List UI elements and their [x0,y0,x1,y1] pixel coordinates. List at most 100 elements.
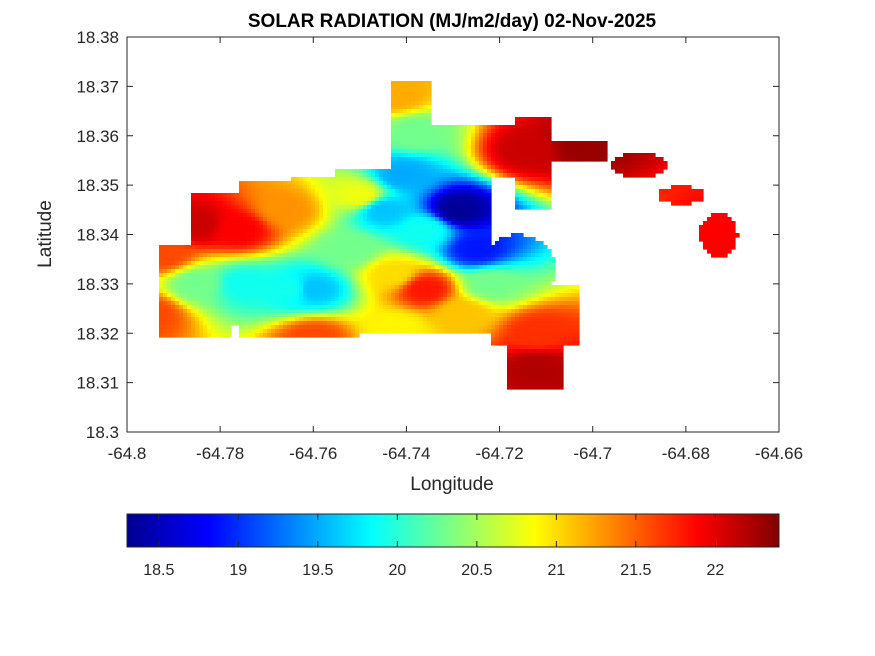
field-cell [427,137,432,142]
field-cell [531,173,536,178]
field-cell [459,133,464,138]
field-cell [247,193,252,198]
field-cell [559,365,564,370]
field-cell [515,305,520,310]
field-cell [403,161,408,166]
field-cell [711,229,716,234]
field-cell [447,277,452,282]
field-cell [483,237,488,242]
field-cell [335,229,340,234]
field-cell [347,285,352,290]
field-cell [399,317,404,322]
field-cell [411,269,416,274]
field-cell [419,217,424,222]
field-cell [423,101,428,106]
field-cell [427,217,432,222]
field-cell [507,381,512,386]
field-cell [307,277,312,282]
field-cell [307,305,312,310]
field-cell [355,205,360,210]
field-cell [399,301,404,306]
field-cell [331,321,336,326]
field-cell [283,201,288,206]
field-cell [307,185,312,190]
field-cell [487,137,492,142]
field-cell [175,321,180,326]
x-tick-label: -64.7 [573,444,612,463]
field-cell [391,101,396,106]
field-cell [407,249,412,254]
field-cell [227,261,232,266]
field-cell [383,325,388,330]
field-cell [463,285,468,290]
field-cell [331,265,336,270]
field-cell [439,125,444,130]
field-cell [511,129,516,134]
field-cell [471,249,476,254]
field-cell [423,185,428,190]
field-cell [283,265,288,270]
field-cell [199,297,204,302]
field-cell [327,285,332,290]
field-cell [227,301,232,306]
field-cell [631,157,636,162]
field-cell [411,137,416,142]
field-cell [351,197,356,202]
field-cell [339,297,344,302]
field-cell [463,293,468,298]
field-cell [511,289,516,294]
colorbar-ticks: 18.5 19 19.5 20 20.5 21 21.5 22 [143,514,724,579]
field-cell [539,373,544,378]
field-cell [471,273,476,278]
field-cell [475,261,480,266]
field-cell [259,297,264,302]
field-cell [643,161,648,166]
field-cell [539,161,544,166]
field-cell [543,365,548,370]
field-cell [327,313,332,318]
field-cell [439,137,444,142]
field-cell [475,185,480,190]
field-cell [199,193,204,198]
field-cell [395,229,400,234]
field-cell [211,221,216,226]
field-cell [455,241,460,246]
field-cell [519,349,524,354]
field-cell [511,277,516,282]
field-cell [315,229,320,234]
field-cell [407,137,412,142]
field-cell [215,221,220,226]
field-cell [159,297,164,302]
field-cell [247,305,252,310]
field-cell [163,277,168,282]
field-cell [411,225,416,230]
field-cell [171,257,176,262]
field-cell [479,205,484,210]
field-cell [515,309,520,314]
field-cell [427,165,432,170]
field-cell [167,293,172,298]
field-cell [231,313,236,318]
field-cell [387,289,392,294]
field-cell [191,221,196,226]
field-cell [531,345,536,350]
field-cell [211,225,216,230]
field-cell [319,305,324,310]
field-cell [199,205,204,210]
field-cell [179,325,184,330]
field-cell [415,173,420,178]
field-cell [499,317,504,322]
field-cell [243,237,248,242]
field-cell [447,137,452,142]
field-cell [315,293,320,298]
field-cell [355,221,360,226]
field-cell [447,129,452,134]
field-cell [531,373,536,378]
field-cell [379,297,384,302]
field-cell [471,233,476,238]
field-cell [411,273,416,278]
colorbar-tick-label: 21.5 [620,562,651,579]
field-cell [203,333,208,338]
field-cell [415,101,420,106]
field-cell [539,301,544,306]
